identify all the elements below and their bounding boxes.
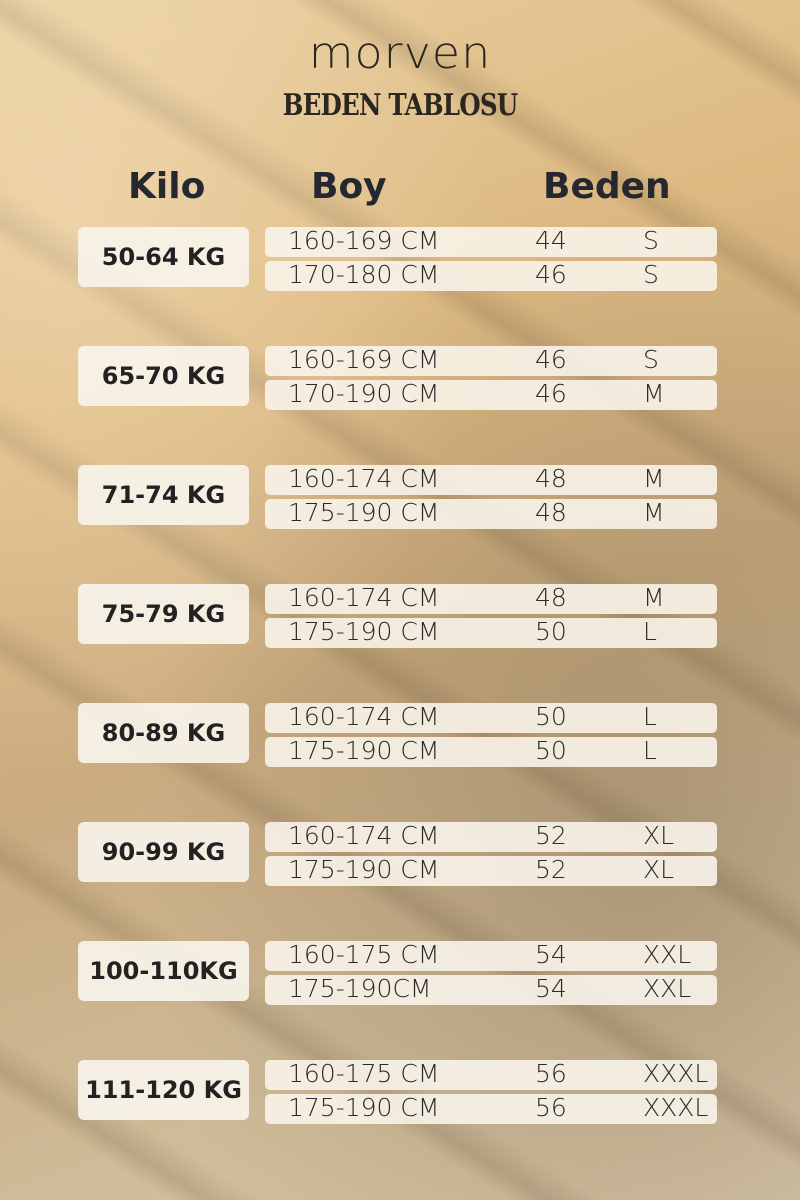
table-row: 160-169 CM 46 S <box>265 345 717 376</box>
size-group: 100-110KG 160-175 CM 54 XXL 175-190CM 54… <box>0 940 800 1007</box>
boy-range: 175-190 CM <box>288 617 440 646</box>
boy-range: 160-174 CM <box>288 821 440 850</box>
beden-size: M <box>643 498 665 527</box>
beden-size: XXXL <box>643 1059 709 1088</box>
kilo-range: 111-120 KG <box>78 1060 249 1120</box>
table-row: 170-190 CM 46 M <box>265 379 717 410</box>
boy-range: 175-190 CM <box>288 498 440 527</box>
table-row: 160-175 CM 54 XXL <box>265 940 717 971</box>
beden-size: L <box>643 617 657 646</box>
beden-number: 50 <box>535 702 567 731</box>
boy-range: 160-174 CM <box>288 702 440 731</box>
table-row: 175-190 CM 50 L <box>265 736 717 767</box>
beden-size: L <box>643 736 657 765</box>
kilo-range: 80-89 KG <box>78 703 249 763</box>
header-boy: Boy <box>311 166 387 207</box>
size-group: 80-89 KG 160-174 CM 50 L 175-190 CM 50 L <box>0 702 800 769</box>
table-row: 175-190 CM 52 XL <box>265 855 717 886</box>
table-row: 175-190 CM 50 L <box>265 617 717 648</box>
beden-size: M <box>643 379 665 408</box>
kilo-range: 100-110KG <box>78 941 249 1001</box>
beden-size: S <box>643 226 659 255</box>
table-row: 160-175 CM 56 XXXL <box>265 1059 717 1090</box>
boy-range: 175-190 CM <box>288 1093 440 1122</box>
beden-size: S <box>643 260 659 289</box>
boy-range: 160-174 CM <box>288 583 440 612</box>
table-row: 160-174 CM 52 XL <box>265 821 717 852</box>
beden-size: XXXL <box>643 1093 709 1122</box>
kilo-range: 90-99 KG <box>78 822 249 882</box>
kilo-range: 71-74 KG <box>78 465 249 525</box>
beden-number: 50 <box>535 617 567 646</box>
beden-number: 46 <box>535 379 567 408</box>
beden-size: M <box>643 583 665 612</box>
beden-number: 46 <box>535 345 567 374</box>
kilo-range: 65-70 KG <box>78 346 249 406</box>
size-group: 111-120 KG 160-175 CM 56 XXXL 175-190 CM… <box>0 1059 800 1126</box>
beden-size: XXL <box>643 974 692 1003</box>
beden-number: 48 <box>535 464 567 493</box>
boy-range: 175-190 CM <box>288 855 440 884</box>
beden-number: 56 <box>535 1093 567 1122</box>
brand-logo: morven <box>308 27 492 79</box>
beden-size: S <box>643 345 659 374</box>
beden-size: L <box>643 702 657 731</box>
table-row: 175-190CM 54 XXL <box>265 974 717 1005</box>
beden-number: 54 <box>535 940 567 969</box>
kilo-range: 50-64 KG <box>78 227 249 287</box>
kilo-range: 75-79 KG <box>78 584 249 644</box>
page-title: BEDEN TABLOSU <box>282 88 519 123</box>
table-row: 160-169 CM 44 S <box>265 226 717 257</box>
beden-size: M <box>643 464 665 493</box>
beden-size: XL <box>643 855 675 884</box>
boy-range: 160-169 CM <box>288 226 440 255</box>
size-group: 50-64 KG 160-169 CM 44 S 170-180 CM 46 S <box>0 226 800 293</box>
beden-number: 46 <box>535 260 567 289</box>
table-row: 160-174 CM 48 M <box>265 464 717 495</box>
table-row: 160-174 CM 50 L <box>265 702 717 733</box>
boy-range: 175-190CM <box>288 974 432 1003</box>
header-beden: Beden <box>543 166 671 207</box>
boy-range: 160-174 CM <box>288 464 440 493</box>
boy-range: 175-190 CM <box>288 736 440 765</box>
boy-range: 170-190 CM <box>288 379 440 408</box>
beden-number: 48 <box>535 583 567 612</box>
table-row: 160-174 CM 48 M <box>265 583 717 614</box>
beden-number: 52 <box>535 855 567 884</box>
beden-size: XL <box>643 821 675 850</box>
size-group: 90-99 KG 160-174 CM 52 XL 175-190 CM 52 … <box>0 821 800 888</box>
header-kilo: Kilo <box>128 166 206 207</box>
beden-number: 56 <box>535 1059 567 1088</box>
table-row: 175-190 CM 56 XXXL <box>265 1093 717 1124</box>
size-group: 75-79 KG 160-174 CM 48 M 175-190 CM 50 L <box>0 583 800 650</box>
beden-size: XXL <box>643 940 692 969</box>
table-row: 175-190 CM 48 M <box>265 498 717 529</box>
beden-number: 48 <box>535 498 567 527</box>
boy-range: 160-175 CM <box>288 1059 440 1088</box>
boy-range: 160-175 CM <box>288 940 440 969</box>
beden-number: 50 <box>535 736 567 765</box>
beden-number: 54 <box>535 974 567 1003</box>
size-group: 65-70 KG 160-169 CM 46 S 170-190 CM 46 M <box>0 345 800 412</box>
beden-number: 44 <box>535 226 567 255</box>
boy-range: 170-180 CM <box>288 260 440 289</box>
beden-number: 52 <box>535 821 567 850</box>
table-row: 170-180 CM 46 S <box>265 260 717 291</box>
size-group: 71-74 KG 160-174 CM 48 M 175-190 CM 48 M <box>0 464 800 531</box>
boy-range: 160-169 CM <box>288 345 440 374</box>
